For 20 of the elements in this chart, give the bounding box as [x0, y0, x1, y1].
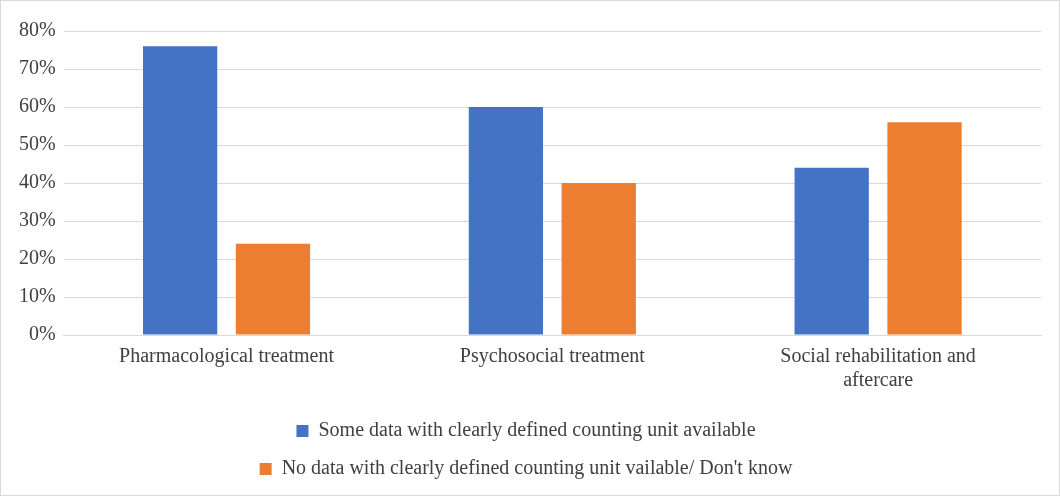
y-tick-label: 80% — [18, 18, 56, 41]
y-tick-label: 40% — [18, 170, 56, 193]
x-tick-label: Psychosocial treatment — [459, 344, 646, 368]
x-tick-label: Pharmacological treatment — [119, 344, 335, 368]
y-tick-label: 50% — [18, 132, 56, 155]
legend-label: Some data with clearly defined counting unit available — [318, 418, 756, 442]
y-tick-label: 70% — [18, 56, 56, 79]
bar — [561, 183, 636, 335]
y-tick-label: 60% — [18, 94, 56, 117]
y-tick-label: 10% — [18, 284, 56, 307]
bar — [235, 243, 311, 335]
bar — [468, 107, 544, 335]
x-tick-label: Social rehabilitation and aftercare — [780, 344, 976, 391]
y-tick-label: 30% — [18, 208, 56, 231]
y-tick-label: 0% — [28, 322, 56, 345]
legend-label: No data with clearly defined counting unit vailable/ Don't know — [281, 456, 793, 480]
bar — [887, 122, 962, 335]
bar — [794, 167, 869, 335]
bar — [142, 46, 218, 335]
y-tick-label: 20% — [18, 246, 56, 269]
